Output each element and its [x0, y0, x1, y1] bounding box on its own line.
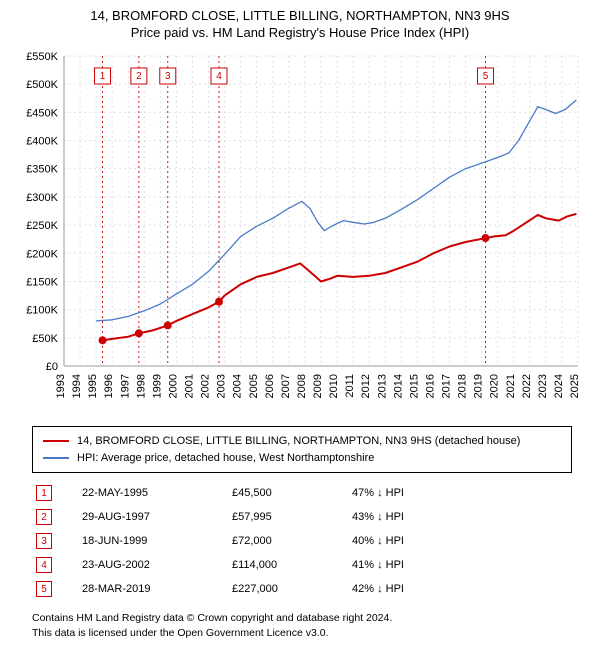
transaction-marker: 2 [36, 509, 52, 525]
transaction-marker: 5 [36, 581, 52, 597]
footer: Contains HM Land Registry data © Crown c… [32, 611, 588, 640]
transaction-price: £45,500 [232, 487, 352, 499]
legend-swatch [43, 457, 69, 459]
title-block: 14, BROMFORD CLOSE, LITTLE BILLING, NORT… [12, 8, 588, 40]
transaction-pct: 42% ↓ HPI [352, 583, 472, 595]
svg-text:2009: 2009 [312, 374, 324, 398]
svg-text:5: 5 [483, 71, 489, 82]
svg-text:1997: 1997 [119, 374, 131, 398]
svg-text:2014: 2014 [392, 374, 404, 398]
svg-text:2010: 2010 [328, 374, 340, 398]
svg-text:2003: 2003 [216, 374, 228, 398]
svg-text:2023: 2023 [537, 374, 549, 398]
transaction-date: 23-AUG-2002 [82, 559, 232, 571]
title-subtitle: Price paid vs. HM Land Registry's House … [12, 25, 588, 40]
svg-text:2007: 2007 [280, 374, 292, 398]
svg-text:2022: 2022 [521, 374, 533, 398]
chart-svg: 1993 1994 1995 1996 1997 1998 1999 2000 2001 2002… [12, 46, 588, 416]
footer-line-2: This data is licensed under the Open Gov… [32, 626, 588, 641]
svg-text:2012: 2012 [360, 374, 372, 398]
svg-text:£50K: £50K [32, 333, 58, 345]
svg-text:2: 2 [136, 71, 142, 82]
transaction-price: £227,000 [232, 583, 352, 595]
transaction-row: 3 18-JUN-1999£72,00040% ↓ HPI [32, 529, 588, 553]
svg-text:2008: 2008 [296, 374, 308, 398]
svg-text:£300K: £300K [26, 192, 58, 204]
transaction-row: 4 23-AUG-2002£114,00041% ↓ HPI [32, 553, 588, 577]
transaction-row: 5 28-MAR-2019£227,00042% ↓ HPI [32, 577, 588, 601]
svg-text:1993: 1993 [55, 374, 67, 398]
svg-text:2016: 2016 [424, 374, 436, 398]
svg-text:£200K: £200K [26, 248, 58, 260]
legend-item: 14, BROMFORD CLOSE, LITTLE BILLING, NORT… [43, 433, 561, 450]
svg-text:2015: 2015 [408, 374, 420, 398]
transaction-price: £114,000 [232, 559, 352, 571]
transaction-row: 1 22-MAY-1995£45,50047% ↓ HPI [32, 481, 588, 505]
svg-text:2019: 2019 [473, 374, 485, 398]
transaction-table: 1 22-MAY-1995£45,50047% ↓ HPI 2 29-AUG-1997… [32, 481, 588, 601]
svg-text:2020: 2020 [489, 374, 501, 398]
transaction-row: 2 29-AUG-1997£57,99543% ↓ HPI [32, 505, 588, 529]
svg-text:£500K: £500K [26, 79, 58, 91]
svg-text:1999: 1999 [151, 374, 163, 398]
svg-text:1994: 1994 [71, 374, 83, 398]
svg-text:2024: 2024 [553, 374, 565, 398]
svg-text:4: 4 [216, 71, 222, 82]
svg-text:1998: 1998 [135, 374, 147, 398]
transaction-price: £57,995 [232, 511, 352, 523]
legend-label: 14, BROMFORD CLOSE, LITTLE BILLING, NORT… [77, 433, 520, 450]
transaction-marker: 1 [36, 485, 52, 501]
legend-label: HPI: Average price, detached house, West… [77, 450, 374, 467]
svg-text:2018: 2018 [457, 374, 469, 398]
svg-text:1: 1 [100, 71, 106, 82]
svg-text:1996: 1996 [103, 374, 115, 398]
transaction-marker: 4 [36, 557, 52, 573]
transaction-price: £72,000 [232, 535, 352, 547]
transaction-date: 18-JUN-1999 [82, 535, 232, 547]
svg-text:£100K: £100K [26, 305, 58, 317]
svg-text:2004: 2004 [232, 374, 244, 398]
transaction-date: 22-MAY-1995 [82, 487, 232, 499]
svg-text:£350K: £350K [26, 164, 58, 176]
svg-text:£150K: £150K [26, 276, 58, 288]
transaction-date: 28-MAR-2019 [82, 583, 232, 595]
transaction-pct: 43% ↓ HPI [352, 511, 472, 523]
svg-text:2013: 2013 [376, 374, 388, 398]
svg-text:3: 3 [165, 71, 171, 82]
footer-line-1: Contains HM Land Registry data © Crown c… [32, 611, 588, 626]
legend-swatch [43, 440, 69, 442]
svg-text:2002: 2002 [200, 374, 212, 398]
svg-text:£0: £0 [46, 361, 58, 373]
svg-text:£550K: £550K [26, 51, 58, 63]
svg-text:2000: 2000 [167, 374, 179, 398]
svg-text:2021: 2021 [505, 374, 517, 398]
svg-text:£400K: £400K [26, 136, 58, 148]
svg-text:2011: 2011 [344, 374, 356, 398]
svg-text:£250K: £250K [26, 220, 58, 232]
chart-area: 1993 1994 1995 1996 1997 1998 1999 2000 2001 2002… [12, 46, 588, 416]
svg-text:£450K: £450K [26, 107, 58, 119]
legend: 14, BROMFORD CLOSE, LITTLE BILLING, NORT… [32, 426, 572, 473]
transaction-pct: 40% ↓ HPI [352, 535, 472, 547]
svg-text:2017: 2017 [441, 374, 453, 398]
chart-container: 14, BROMFORD CLOSE, LITTLE BILLING, NORT… [0, 0, 600, 650]
transaction-pct: 41% ↓ HPI [352, 559, 472, 571]
svg-text:1995: 1995 [87, 374, 99, 398]
legend-item: HPI: Average price, detached house, West… [43, 450, 561, 467]
transaction-pct: 47% ↓ HPI [352, 487, 472, 499]
transaction-date: 29-AUG-1997 [82, 511, 232, 523]
title-address: 14, BROMFORD CLOSE, LITTLE BILLING, NORT… [12, 8, 588, 23]
svg-text:2001: 2001 [184, 374, 196, 398]
transaction-marker: 3 [36, 533, 52, 549]
svg-text:2005: 2005 [248, 374, 260, 398]
svg-text:2006: 2006 [264, 374, 276, 398]
svg-text:2025: 2025 [569, 374, 581, 398]
